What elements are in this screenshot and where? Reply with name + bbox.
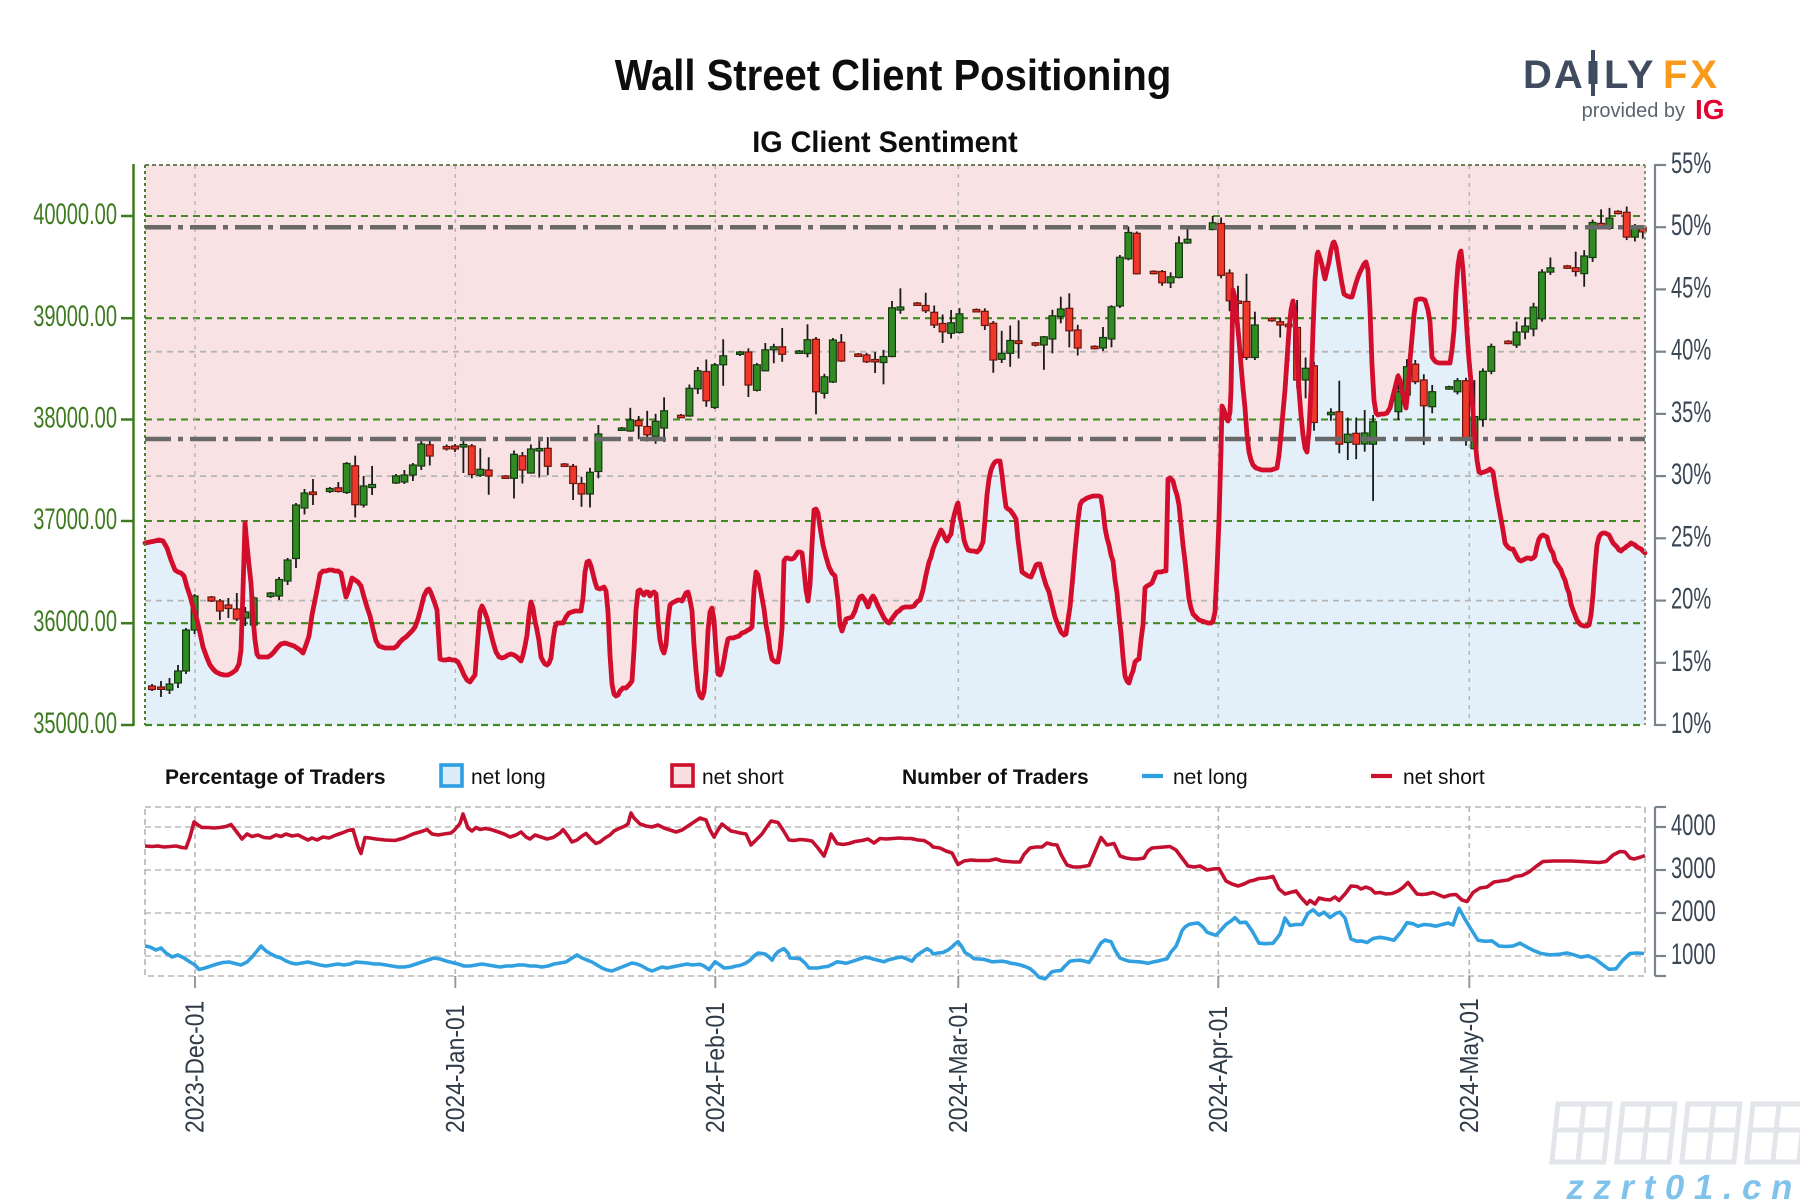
svg-text:zzrt01.cn: zzrt01.cn [1564,1168,1800,1200]
svg-text:25%: 25% [1671,520,1711,553]
svg-text:39000.00: 39000.00 [33,300,117,333]
svg-text:55%: 55% [1671,147,1711,180]
svg-text:2023-Dec-01: 2023-Dec-01 [181,1001,210,1133]
svg-text:2024-Apr-01: 2024-Apr-01 [1205,1006,1234,1133]
svg-text:DA: DA [1523,53,1585,97]
svg-text:50%: 50% [1671,209,1711,242]
svg-text:35000.00: 35000.00 [33,707,117,740]
svg-text:35%: 35% [1671,396,1711,429]
svg-text:15%: 15% [1671,645,1711,678]
svg-text:net short: net short [702,766,784,789]
svg-text:3000: 3000 [1671,852,1716,885]
svg-text:20%: 20% [1671,583,1711,616]
svg-text:Percentage of Traders: Percentage of Traders [165,766,386,789]
svg-text:10%: 10% [1671,707,1711,740]
svg-text:38000.00: 38000.00 [33,402,117,435]
svg-text:2024-Mar-01: 2024-Mar-01 [945,1002,974,1133]
svg-text:provided by: provided by [1582,100,1685,122]
svg-text:4000: 4000 [1671,809,1716,842]
svg-text:2024-Jan-01: 2024-Jan-01 [442,1005,471,1133]
svg-text:2024-May-01: 2024-May-01 [1456,998,1485,1133]
svg-text:36000.00: 36000.00 [33,605,117,638]
svg-text:net long: net long [1173,766,1248,789]
svg-text:Wall Street Client Positioning: Wall Street Client Positioning [615,50,1172,99]
svg-text:IG: IG [1695,94,1725,125]
svg-text:45%: 45% [1671,272,1711,305]
svg-text:net long: net long [471,766,546,789]
svg-text:LY: LY [1604,53,1655,97]
svg-text:30%: 30% [1671,458,1711,491]
svg-text:40000.00: 40000.00 [33,198,117,231]
svg-text:IG Client Sentiment: IG Client Sentiment [752,125,1018,159]
svg-text:FX: FX [1663,53,1720,97]
svg-text:Number of Traders: Number of Traders [902,766,1089,789]
svg-text:1000: 1000 [1671,938,1716,971]
svg-text:37000.00: 37000.00 [33,503,117,536]
svg-text:net short: net short [1403,766,1485,789]
svg-text:40%: 40% [1671,334,1711,367]
svg-text:2024-Feb-01: 2024-Feb-01 [702,1002,731,1133]
svg-text:2000: 2000 [1671,895,1716,928]
